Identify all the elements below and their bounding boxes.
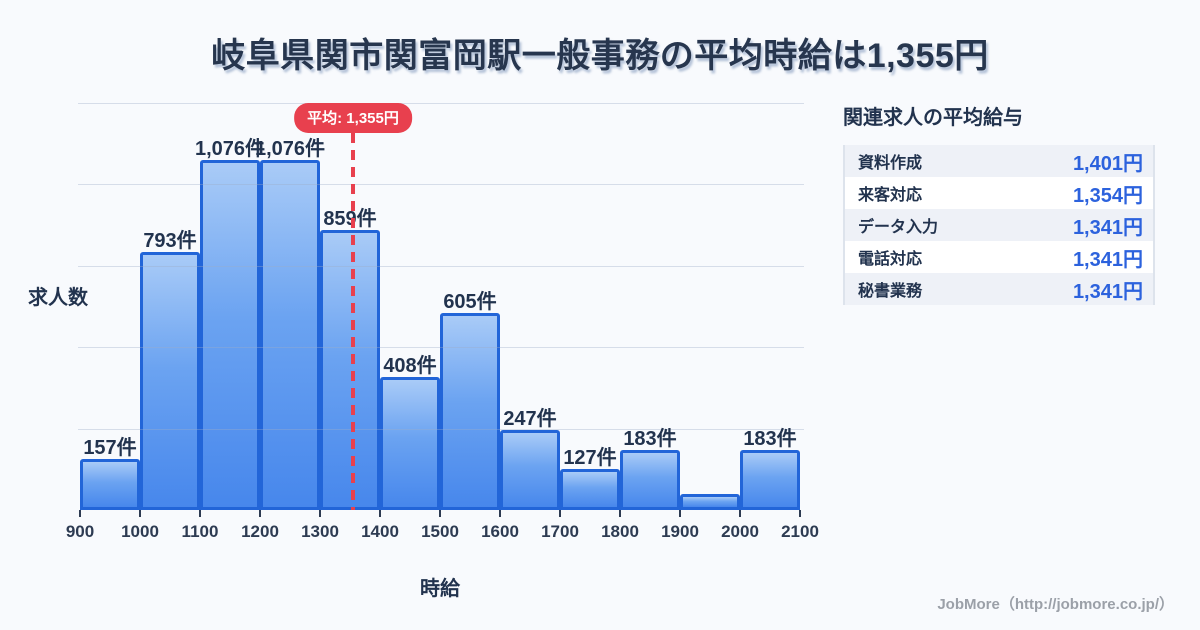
x-axis-tick — [559, 510, 561, 517]
gridline — [78, 103, 804, 104]
x-axis-tick-label: 1100 — [181, 522, 219, 541]
bar-value-label: 859件 — [323, 208, 377, 230]
x-axis-tick — [619, 510, 621, 517]
histogram-bar — [440, 313, 500, 510]
bar-value-label: 157件 — [83, 437, 137, 459]
x-axis-label: 時給 — [420, 578, 460, 600]
x-axis-tick — [319, 510, 321, 517]
table-row: 秘書業務 1,341円 — [845, 273, 1153, 305]
x-axis-tick-label: 2000 — [721, 522, 759, 541]
x-axis-tick — [139, 510, 141, 517]
x-axis-tick — [259, 510, 261, 517]
x-axis-tick — [79, 510, 81, 517]
bar-value-label: 183件 — [743, 428, 797, 450]
gridline — [78, 265, 804, 267]
gridline — [78, 428, 804, 430]
job-label: 来客対応 — [858, 187, 923, 204]
x-axis-tick-label: 1900 — [661, 522, 699, 541]
bar-value-label: 247件 — [503, 408, 557, 430]
histogram-bar — [140, 252, 200, 510]
x-axis-tick-label: 900 — [65, 522, 95, 541]
page-title: 岐阜県関市関富岡駅一般事務の平均時給は1,355円 — [211, 37, 989, 75]
x-axis-tick-label: 1400 — [361, 522, 399, 541]
histogram-bar — [740, 450, 800, 510]
histogram-bar — [260, 160, 320, 510]
x-axis-tick-label: 1000 — [121, 522, 159, 541]
footer-credit: JobMore（http://jobmore.co.jp/） — [937, 596, 1174, 613]
job-label: データ入力 — [858, 219, 939, 236]
bar-value-label: 1,076件 — [254, 138, 326, 160]
table-row: 電話対応 1,341円 — [845, 241, 1153, 273]
gridline — [78, 347, 804, 349]
x-axis-tick — [499, 510, 501, 517]
bar-value-label: 127件 — [563, 447, 617, 469]
bar-value-label: 183件 — [623, 428, 677, 450]
x-axis-tick-label: 1300 — [301, 522, 339, 541]
x-axis-tick — [379, 510, 381, 517]
x-axis-tick-label: 2100 — [781, 522, 819, 541]
x-axis-tick-label: 1700 — [541, 522, 579, 541]
gridline — [78, 184, 804, 186]
x-axis-tick — [439, 510, 441, 517]
bar-value-label: 605件 — [443, 291, 497, 313]
related-jobs-table: 資料作成 1,401円 来客対応 1,354円 データ入力 1,341円 電話対… — [843, 145, 1155, 305]
x-axis-tick — [679, 510, 681, 517]
related-jobs-heading: 関連求人の平均給与 — [843, 107, 1023, 129]
x-axis-tick — [799, 510, 801, 517]
x-axis-tick — [739, 510, 741, 517]
average-line — [351, 133, 355, 510]
x-axis-tick-label: 1200 — [241, 522, 279, 541]
job-label: 資料作成 — [858, 155, 923, 172]
table-row: 来客対応 1,354円 — [845, 177, 1153, 209]
histogram-bar — [560, 469, 620, 510]
table-row: 資料作成 1,401円 — [845, 145, 1153, 177]
histogram-bar — [500, 430, 560, 510]
bar-value-label: 793件 — [143, 230, 197, 252]
histogram-bar — [80, 459, 140, 510]
histogram-bar — [620, 450, 680, 510]
table-row: データ入力 1,341円 — [845, 209, 1153, 241]
histogram-bar — [320, 230, 380, 510]
histogram-bar — [380, 377, 440, 510]
job-wage: 1,341円 — [1072, 280, 1143, 303]
bar-value-label: 408件 — [383, 355, 437, 377]
job-wage: 1,341円 — [1072, 248, 1143, 271]
histogram-bar — [200, 160, 260, 510]
x-axis-tick-label: 1600 — [481, 522, 519, 541]
y-axis-label: 求人数 — [28, 287, 88, 309]
job-wage: 1,401円 — [1072, 152, 1143, 175]
job-wage: 1,341円 — [1072, 216, 1143, 239]
job-label: 電話対応 — [858, 251, 923, 268]
average-badge: 平均: 1,355円 — [294, 103, 412, 133]
histogram-bar — [680, 494, 740, 510]
bar-value-label: 1,076件 — [194, 138, 266, 160]
x-axis-tick-label: 1800 — [601, 522, 639, 541]
job-wage: 1,354円 — [1072, 184, 1143, 207]
wage-histogram: 求人数 時給 平均: 1,355円 157件 793件 1,076件 1,076件 85… — [28, 103, 819, 600]
x-axis-tick-label: 1500 — [421, 522, 459, 541]
job-label: 秘書業務 — [858, 283, 923, 300]
x-axis-tick — [199, 510, 201, 517]
